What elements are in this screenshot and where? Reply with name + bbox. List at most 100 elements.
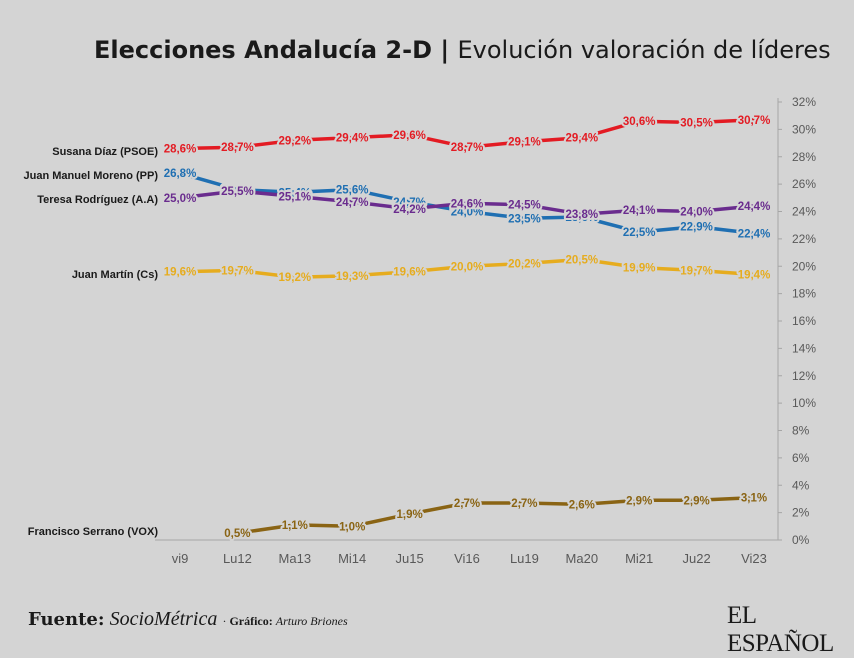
y-tick-label: 32% xyxy=(792,95,816,109)
data-label-bg: 20,5% xyxy=(565,254,598,266)
data-label-bg: 24,7% xyxy=(336,197,369,209)
data-label: 1,0% xyxy=(339,521,365,533)
x-tick-label: Ju22 xyxy=(682,551,710,566)
data-label: 19,2% xyxy=(278,272,311,284)
y-tick-label: 28% xyxy=(792,150,816,164)
x-tick-label: vi9 xyxy=(172,551,189,566)
data-label-bg: 24,5% xyxy=(508,200,541,212)
y-tick-label: 12% xyxy=(792,369,816,383)
graphic-prefix: · xyxy=(222,614,230,628)
data-label-bg: 2,9% xyxy=(626,495,652,507)
data-label: 25,6% xyxy=(221,185,254,197)
source-label: Fuente: xyxy=(28,609,105,630)
data-label: 28,6% xyxy=(164,144,197,156)
data-label-bg: 24,2% xyxy=(393,204,426,216)
data-label-bg: 0,5% xyxy=(224,528,250,540)
data-label: 24,0% xyxy=(680,207,713,219)
data-label-bg: 30,6% xyxy=(623,116,656,128)
data-label-bg: 25,6% xyxy=(221,185,254,197)
source-name: SocioMétrica xyxy=(109,608,218,630)
data-label-bg: 29,4% xyxy=(565,133,598,145)
data-label: 22,5% xyxy=(623,227,656,239)
data-label: 2,7% xyxy=(454,498,480,510)
data-label: 29,1% xyxy=(508,137,541,149)
data-label: 24,2% xyxy=(393,204,426,216)
data-label-bg: 30,7% xyxy=(738,115,771,127)
data-label-bg: 1,9% xyxy=(396,509,422,521)
data-label-bg: 24,7% xyxy=(393,197,426,209)
y-tick-label: 6% xyxy=(792,451,810,465)
data-label-bg: 1,0% xyxy=(339,521,365,533)
y-tick-label: 24% xyxy=(792,205,816,219)
data-labels: Susana Díaz (PSOE) 28,6%28,6% 28,7%28,7%29… xyxy=(24,113,773,542)
data-label: 24,1% xyxy=(623,205,656,217)
series-name-0: Susana Díaz (PSOE) xyxy=(52,146,158,158)
data-label-bg: 23,8% xyxy=(565,209,598,221)
data-label: 25,0% xyxy=(164,193,197,205)
data-label: 29,2% xyxy=(278,135,311,147)
data-label: 29,4% xyxy=(336,133,369,145)
data-label-bg: 19,4% xyxy=(738,269,771,281)
data-label: 3,1% xyxy=(741,493,767,505)
data-label-bg: 20,2% xyxy=(508,259,541,271)
data-label: 22,9% xyxy=(680,222,713,234)
data-label: 2,9% xyxy=(626,495,652,507)
data-label-bg: 29,1% xyxy=(508,137,541,149)
y-tick-label: 18% xyxy=(792,287,816,301)
data-label-bg: 1,1% xyxy=(282,520,308,532)
x-tick-label: Ju15 xyxy=(395,551,423,566)
data-label: 19,6% xyxy=(393,267,426,279)
data-label: 25,1% xyxy=(278,191,311,203)
data-label: 25,5% xyxy=(221,186,254,198)
data-label-bg: 22,5% xyxy=(623,227,656,239)
y-tick-label: 16% xyxy=(792,314,816,328)
data-label: 23,5% xyxy=(508,213,541,225)
data-label: 24,5% xyxy=(508,200,541,212)
series-name-3: Juan Martín (Cs) xyxy=(72,269,159,281)
data-label: 28,7% xyxy=(221,142,254,154)
y-tick-label: 20% xyxy=(792,259,816,273)
data-label-bg: 22,9% xyxy=(680,222,713,234)
data-label: 19,3% xyxy=(336,271,369,283)
data-label-bg: 19,3% xyxy=(336,271,369,283)
data-label: 2,7% xyxy=(511,498,537,510)
y-tick-label: 10% xyxy=(792,396,816,410)
data-label: 19,9% xyxy=(623,263,656,275)
data-label-bg: 25,0% xyxy=(164,193,197,205)
data-label-bg: 29,2% xyxy=(278,135,311,147)
series-lines xyxy=(178,118,756,535)
y-tick-label: 14% xyxy=(792,341,816,355)
chart-title-separator: | xyxy=(432,36,457,64)
graphic-label: Gráfico: xyxy=(229,614,273,628)
x-tick-label: Mi14 xyxy=(338,551,366,566)
data-label: 22,4% xyxy=(738,228,771,240)
series-line-1 xyxy=(178,171,756,236)
data-label: 19,6% xyxy=(164,267,197,279)
data-label: 0,5% xyxy=(224,528,250,540)
data-label: 25,4% xyxy=(278,187,311,199)
data-label: 24,4% xyxy=(738,201,771,213)
footer: Fuente: SocioMétrica · Gráfico: Arturo B… xyxy=(28,608,348,631)
series-name-2: Teresa Rodríguez (A.A) xyxy=(37,194,158,206)
y-tick-label: 30% xyxy=(792,122,816,136)
data-label-bg: 25,1% xyxy=(278,191,311,203)
data-label: 29,6% xyxy=(393,130,426,142)
data-label-bg: 26,8% xyxy=(164,168,197,180)
series-line-0 xyxy=(178,118,756,151)
data-label-bg: 19,7% xyxy=(221,265,254,277)
data-label: 30,7% xyxy=(738,115,771,127)
line-chart: Elecciones Andalucía 2-D | Evolución val… xyxy=(24,36,831,566)
series-line-4 xyxy=(235,495,756,535)
data-label-bg: 2,7% xyxy=(454,498,480,510)
data-label-bg: 28,7% xyxy=(451,142,484,154)
data-label-bg: 25,5% xyxy=(221,186,254,198)
data-label: 2,9% xyxy=(683,495,709,507)
data-label-bg: 24,1% xyxy=(623,205,656,217)
series-line-2 xyxy=(178,189,756,216)
y-tick-label: 0% xyxy=(792,533,810,547)
y-tick-label: 4% xyxy=(792,478,810,492)
data-label: 19,7% xyxy=(680,265,713,277)
data-label-bg: 29,4% xyxy=(336,133,369,145)
data-label-bg: 24,0% xyxy=(680,207,713,219)
y-tick-label: 26% xyxy=(792,177,816,191)
